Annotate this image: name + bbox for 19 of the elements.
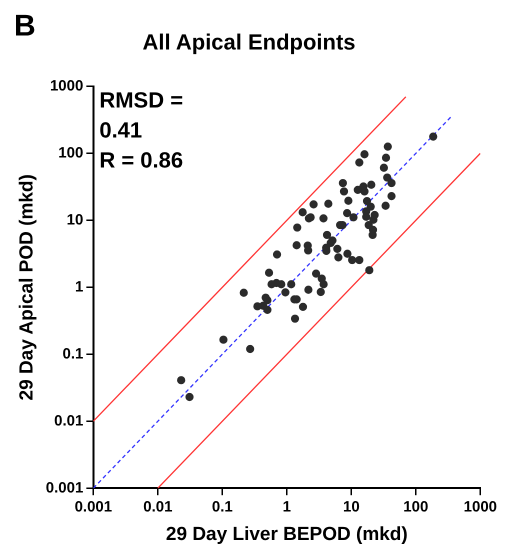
y-tick-label: 0.01 bbox=[54, 412, 84, 430]
y-tick-label: 10 bbox=[66, 211, 84, 228]
y-tick-label: 1000 bbox=[50, 78, 84, 95]
x-tick-label: 1 bbox=[282, 498, 291, 516]
y-axis-title: 29 Day Apical POD (mkd) bbox=[16, 174, 38, 400]
x-tick-label: 0.1 bbox=[212, 498, 233, 516]
text: B bbox=[14, 9, 36, 42]
x-tick-label: 100 bbox=[403, 498, 428, 516]
y-tick-label: 0.1 bbox=[62, 345, 84, 362]
chart-title: All Apical Endpoints bbox=[142, 29, 356, 54]
annotation: R = 0.86 bbox=[99, 147, 184, 172]
x-tick-label: 0.01 bbox=[143, 498, 172, 516]
annotation: RMSD = 0.41 bbox=[99, 87, 184, 142]
y-tick-label: 100 bbox=[58, 144, 84, 162]
x-tick-label: 1000 bbox=[464, 498, 498, 516]
y-tick-label: 1 bbox=[74, 278, 84, 296]
x-tick-label: 10 bbox=[342, 498, 360, 516]
x-axis-title: 29 Day Liver BEPOD (mkd) bbox=[166, 524, 408, 545]
y-tick-label: 0.001 bbox=[46, 479, 84, 496]
